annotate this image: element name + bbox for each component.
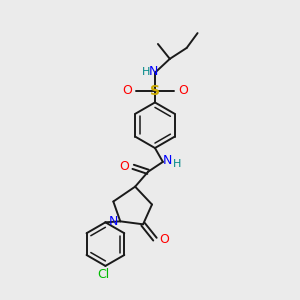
Text: S: S	[150, 84, 160, 98]
Text: O: O	[119, 160, 129, 173]
Text: N: N	[148, 65, 158, 78]
Text: O: O	[178, 84, 188, 97]
Text: Cl: Cl	[97, 268, 110, 281]
Text: N: N	[163, 154, 172, 167]
Text: N: N	[109, 215, 118, 228]
Text: O: O	[122, 84, 132, 97]
Text: H: H	[142, 67, 150, 77]
Text: H: H	[172, 159, 181, 169]
Text: O: O	[159, 233, 169, 246]
